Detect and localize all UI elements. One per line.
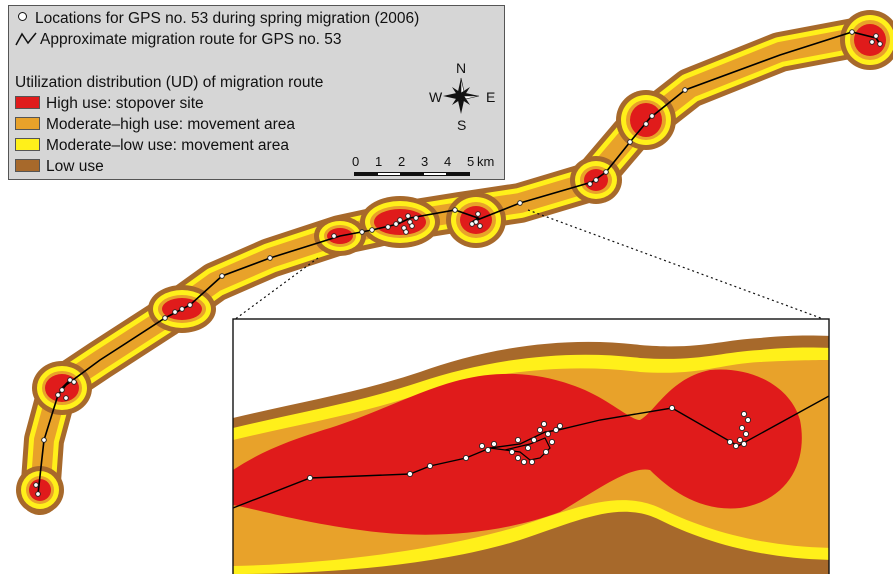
legend-class-high: High use: stopover site (15, 95, 204, 113)
scale-bar: 0 1 2 3 4 5 km (352, 154, 502, 180)
gps-location-point-icon (18, 12, 27, 21)
north-arrow-compass-icon: N W E S (425, 64, 495, 136)
legend-class-low-label: Low use (46, 158, 104, 175)
moderate-high-use-swatch (15, 117, 40, 130)
scale-segment-5 (446, 172, 470, 176)
legend-class-high-label: High use: stopover site (46, 95, 204, 112)
legend-class-moderate-low: Moderate–low use: movement area (15, 137, 289, 155)
scale-tick-5: 5 (467, 154, 474, 169)
legend-locations-row: Locations for GPS no. 53 during spring m… (15, 10, 419, 28)
scale-segment-2 (377, 172, 401, 176)
legend-class-moderate-high-label: Moderate–high use: movement area (46, 116, 295, 133)
scale-tick-3: 3 (421, 154, 428, 169)
scale-segment-1 (354, 172, 378, 176)
scale-unit: km (477, 154, 494, 169)
legend-ud-title: Utilization distribution (UD) of migrati… (15, 74, 323, 92)
scale-tick-0: 0 (352, 154, 359, 169)
scale-tick-4: 4 (444, 154, 451, 169)
legend-class-moderate-low-label: Moderate–low use: movement area (46, 137, 289, 154)
low-use-swatch (15, 159, 40, 172)
legend-locations-label: Locations for GPS no. 53 during spring m… (35, 10, 419, 27)
inset-zoom-map (233, 319, 840, 574)
scale-segment-4 (423, 172, 447, 176)
map-legend: Locations for GPS no. 53 during spring m… (8, 5, 505, 180)
route-line-icon (15, 32, 37, 46)
scale-tick-1: 1 (375, 154, 382, 169)
legend-class-low: Low use (15, 158, 104, 176)
high-use-swatch (15, 96, 40, 109)
scale-segment-3 (400, 172, 424, 176)
legend-route-row: Approximate migration route for GPS no. … (15, 31, 342, 49)
legend-class-moderate-high: Moderate–high use: movement area (15, 116, 295, 134)
legend-route-label: Approximate migration route for GPS no. … (40, 31, 342, 48)
scale-tick-2: 2 (398, 154, 405, 169)
moderate-low-use-swatch (15, 138, 40, 151)
